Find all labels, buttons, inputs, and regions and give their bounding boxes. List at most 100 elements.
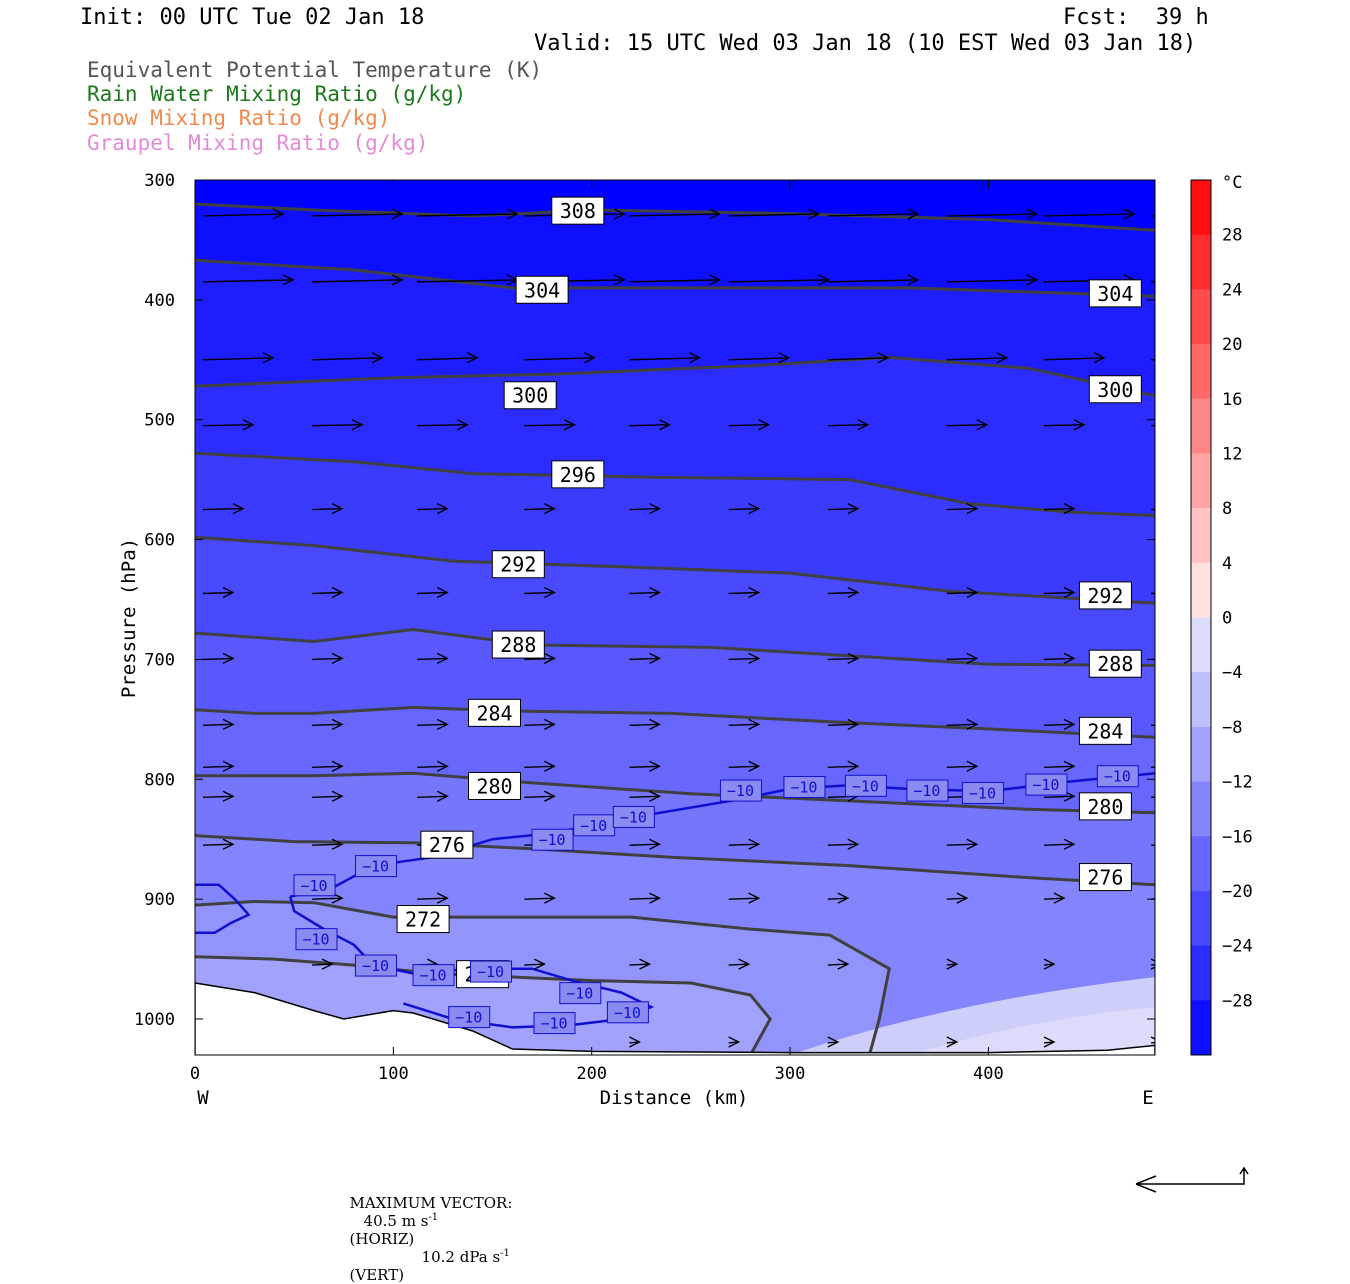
- wind-vector-head: [1150, 958, 1155, 970]
- temperature-label-box: [1096, 765, 1139, 788]
- wind-vector-shaft: [946, 897, 967, 900]
- wind-vector-shaft: [827, 843, 858, 846]
- temperature-label-text: −10: [540, 1015, 567, 1033]
- temperature-label-text: −10: [580, 817, 607, 835]
- colorbar-tick-label: −8: [1222, 718, 1242, 738]
- theta-e-label: 304: [1088, 279, 1142, 308]
- wind-vector-arrow: [202, 502, 245, 515]
- wind-vector-head: [1181, 420, 1191, 430]
- wind-vector-shaft: [312, 657, 343, 661]
- wind-vector-shaft: [629, 765, 660, 768]
- theta-e-label: 304: [515, 275, 569, 304]
- wind-vector-arrow: [827, 208, 920, 220]
- temperature-contour-label: −10: [533, 1012, 576, 1035]
- wind-vector-head: [778, 352, 791, 364]
- temperature-label-box: [531, 828, 574, 851]
- horiz-value: 40.5 m s: [363, 1212, 429, 1230]
- temperature-label-text: −10: [852, 777, 879, 795]
- wind-vector-head: [1171, 719, 1181, 729]
- wind-vector-shaft: [827, 424, 868, 427]
- wind-vector-shaft: [1043, 657, 1075, 661]
- wind-vector-head: [629, 1036, 642, 1048]
- wind-vector-head: [331, 718, 344, 730]
- wind-vector-shaft: [946, 723, 977, 727]
- wind-vector-arrow: [629, 352, 702, 364]
- wind-vector-shaft: [524, 795, 555, 798]
- theta-e-label-text: 296: [560, 463, 596, 487]
- wind-vector-arrow: [1043, 958, 1056, 970]
- wind-vector-shaft: [202, 279, 294, 283]
- theta-e-label-box: [1088, 279, 1142, 308]
- wind-vector-head: [1073, 419, 1086, 431]
- wind-vector-shaft: [312, 897, 343, 900]
- wind-vector-arrow: [202, 352, 275, 364]
- wind-vector-arrow: [417, 790, 449, 802]
- wind-vector-shaft: [417, 357, 478, 361]
- wind-vector-shaft: [728, 279, 829, 283]
- wind-vector-arrow: [417, 208, 519, 220]
- colorbar-segment: [1191, 234, 1211, 290]
- theta-e-label-text: 288: [500, 633, 536, 657]
- theta-e-label-text: 272: [405, 908, 441, 932]
- wind-vector-arrow: [728, 958, 751, 970]
- wind-vector-shaft: [629, 657, 660, 661]
- x-axis-label: Distance (km): [600, 1087, 749, 1109]
- colorbar-segment: [1191, 672, 1211, 728]
- wind-vector-arrow: [524, 419, 576, 431]
- colorbar-segment: [1191, 726, 1211, 783]
- wind-vector-shaft: [524, 723, 555, 727]
- wind-vector-shaft: [312, 357, 383, 361]
- wind-vector-head: [222, 718, 235, 730]
- wind-vector-head: [907, 274, 920, 286]
- theta-e-label-text: 284: [1087, 719, 1123, 743]
- wind-vector-arrow: [827, 760, 860, 772]
- wind-vector-arrow: [1043, 586, 1076, 599]
- wind-vector-shaft: [946, 424, 987, 427]
- temperature-label-box: [354, 954, 397, 977]
- wind-vector-head: [222, 586, 235, 599]
- wind-vector-shaft: [202, 723, 234, 727]
- temperature-label-box: [844, 774, 887, 797]
- wind-vector-arrow: [827, 1036, 840, 1048]
- wind-vector-head: [649, 790, 662, 802]
- colorbar-tick-label: 28: [1222, 226, 1242, 246]
- theta-e-contour: [195, 535, 1155, 605]
- temperature-contour-label: −10: [612, 805, 655, 828]
- wind-vector-shaft: [524, 357, 595, 361]
- wind-vector-shaft: [417, 765, 448, 768]
- wind-vector-head: [1171, 504, 1181, 514]
- wind-vector-arrow: [312, 760, 344, 772]
- wind-vector-shaft: [946, 657, 977, 661]
- wind-vector-arrow: [417, 502, 449, 515]
- theta-e-label-text: 288: [1097, 652, 1133, 676]
- wind-vector-head: [966, 760, 979, 772]
- theta-e-contour: [195, 355, 1155, 398]
- wind-vector-head: [436, 790, 449, 802]
- wind-vector-head: [649, 838, 662, 850]
- wind-vector-head: [242, 419, 255, 431]
- theta-e-label-text: 308: [560, 199, 596, 223]
- wind-vector-head: [837, 958, 850, 970]
- wind-vector-head: [847, 718, 860, 730]
- wind-vector-shaft: [946, 213, 1037, 217]
- wind-vector-arrow: [1150, 958, 1155, 970]
- temperature-contour-label: −10: [448, 1006, 491, 1029]
- x-tick-label: 100: [378, 1064, 409, 1084]
- wind-vector-shaft: [827, 591, 858, 595]
- colorbar-segment: [1191, 289, 1211, 345]
- temperature-label-box: [1025, 773, 1068, 796]
- colorbar-segment: [1191, 398, 1211, 454]
- wind-vector-arrow: [1043, 652, 1076, 665]
- wind-vector-arrow: [728, 502, 761, 515]
- wind-vector-head: [748, 586, 761, 599]
- wind-vector-shaft: [1043, 765, 1075, 768]
- wind-vector-head: [1171, 839, 1181, 849]
- wind-vector-arrow: [312, 502, 344, 515]
- theta-e-label: 280: [1078, 792, 1132, 821]
- legend-graupel: Graupel Mixing Ratio (g/kg): [87, 131, 429, 155]
- wind-vector-shaft: [629, 795, 660, 798]
- wind-vector-head: [436, 718, 449, 730]
- wind-vector-shaft: [202, 507, 244, 511]
- wind-vector-head: [996, 352, 1009, 364]
- wind-vector-shaft: [827, 657, 858, 661]
